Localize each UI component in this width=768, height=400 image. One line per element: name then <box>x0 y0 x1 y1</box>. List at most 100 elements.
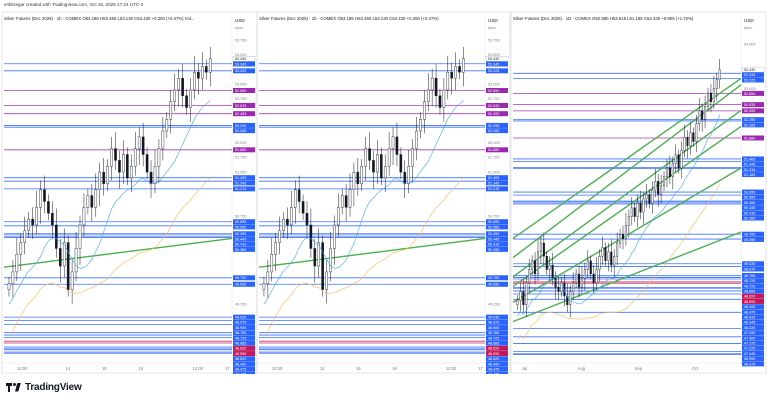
moving-average-slow <box>8 177 211 337</box>
candle-body <box>169 101 173 120</box>
price-tag <box>742 215 764 221</box>
price-tag-label: 48.905 <box>488 326 499 330</box>
candle-body <box>286 218 289 226</box>
price-tag <box>233 345 255 351</box>
candle-body <box>692 132 695 142</box>
candle-body <box>94 189 98 208</box>
price-tag-label: 48.765 <box>488 331 499 335</box>
candle-body <box>364 148 367 167</box>
candle-body <box>438 95 442 108</box>
price-tag-label: 48.685 <box>235 342 246 346</box>
price-tag-label: 48.490 <box>744 305 755 309</box>
candle-body <box>525 282 528 306</box>
price-tag-label: 52.635 <box>488 104 499 108</box>
candle-body <box>204 66 208 73</box>
price-tag <box>486 319 508 325</box>
candle-body <box>380 154 383 179</box>
candle-body <box>309 224 313 249</box>
x-tick-label: 12:00 <box>272 366 283 371</box>
candle-body <box>274 242 277 255</box>
candle-body <box>712 88 715 102</box>
price-tag-label: 48.620 <box>235 347 246 351</box>
price-tag-label: 50.410 <box>235 243 246 247</box>
price-tag-label: 48.590 <box>744 300 755 304</box>
x-tick-label: 12:00 <box>17 366 28 371</box>
price-tag-label: 53.430 <box>744 68 755 72</box>
price-tag <box>485 56 509 62</box>
candle-body <box>356 171 360 185</box>
tradingview-logo[interactable]: TradingView <box>6 382 82 393</box>
candle-body <box>545 256 548 270</box>
candle-body <box>98 171 102 190</box>
price-tag <box>742 236 764 242</box>
price-tag <box>742 102 764 108</box>
price-tag <box>741 66 765 73</box>
currency-label: USD <box>488 18 498 23</box>
price-tag-label: 48.435 <box>235 373 246 374</box>
candle-body <box>660 185 663 195</box>
y-tick-label: 52.750 <box>488 97 500 101</box>
price-tag-label: 52.635 <box>744 103 755 107</box>
candle-body <box>695 123 698 142</box>
price-tag-label: 50.385 <box>744 216 755 220</box>
candle-body <box>74 248 78 273</box>
price-tag-label: 48.685 <box>488 342 499 346</box>
price-tag <box>742 205 764 211</box>
price-tag <box>742 361 764 367</box>
price-tag-label: 53.225 <box>744 78 755 82</box>
y-tick-label: 53.750 <box>235 38 247 42</box>
candle-body <box>554 278 557 288</box>
price-tag <box>742 350 764 356</box>
price-tag-label: 48.765 <box>235 331 246 335</box>
candle-body <box>610 251 613 266</box>
x-tick-label: Aug <box>578 366 586 371</box>
price-tag-label: 50.410 <box>488 243 499 247</box>
candle-body <box>430 77 434 91</box>
x-tick-label: 17 <box>225 366 230 371</box>
candle-body <box>668 167 671 178</box>
candle-body <box>55 224 58 249</box>
candle-body <box>360 166 364 185</box>
price-tag-label: 52.890 <box>744 92 755 96</box>
price-tag <box>486 330 508 336</box>
price-tag-label: 47.930 <box>744 331 755 335</box>
price-tag <box>742 122 764 128</box>
price-tag-label: 50.450 <box>744 201 755 205</box>
candle-body <box>391 136 395 149</box>
x-tick-label: 16 <box>392 366 397 371</box>
panel-header: Silver Futures (Dec 2025) · 1D · COMEX O… <box>513 16 694 21</box>
price-tag <box>233 351 255 357</box>
price-tag <box>742 278 764 284</box>
price-tag-label: 48.725 <box>744 279 755 283</box>
moving-average-fast <box>8 100 211 305</box>
candle-body <box>66 242 70 290</box>
price-tag <box>233 68 255 74</box>
panel-frame <box>510 11 767 374</box>
price-tag-label: 48.490 <box>235 362 246 366</box>
price-tag <box>742 194 764 200</box>
price-tag-label: 51.345 <box>744 163 755 167</box>
candle-body <box>709 92 712 102</box>
x-tick-label: 14 <box>66 366 71 371</box>
candle-body <box>575 273 578 283</box>
candle-body <box>313 248 317 267</box>
price-tag <box>233 366 255 372</box>
y-tick-label: 52.000 <box>488 141 500 145</box>
candle-body <box>454 66 457 79</box>
price-tag-label: 53.225 <box>488 69 499 73</box>
price-tag <box>486 175 508 181</box>
price-tag <box>486 122 508 128</box>
price-tag-label: 51.215 <box>488 187 499 191</box>
price-tag <box>486 340 508 346</box>
y-tick-label: 52.000 <box>235 141 247 145</box>
candle-body <box>266 271 270 284</box>
price-tag-label: 48.345 <box>744 321 755 325</box>
price-tag-label: 49.700 <box>235 276 246 280</box>
candle-body <box>572 282 575 292</box>
candle-body <box>317 242 320 267</box>
price-tag <box>742 135 764 141</box>
price-tag-label: 50.655 <box>488 220 499 224</box>
candle-body <box>648 194 651 204</box>
candle-body <box>321 242 324 290</box>
price-tag-label: 52.265 <box>488 129 499 133</box>
